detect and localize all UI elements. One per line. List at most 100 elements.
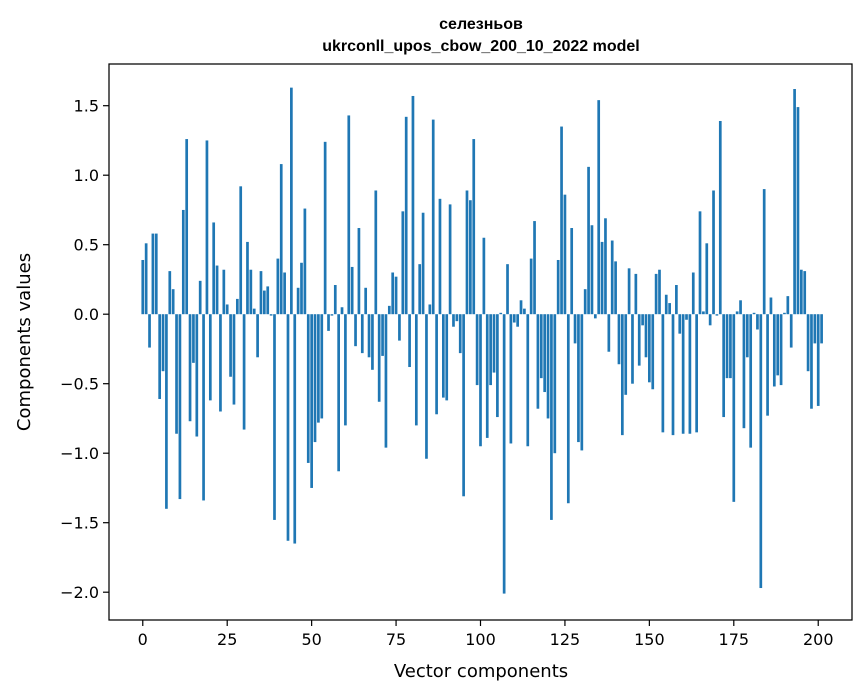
bar — [323, 141, 327, 315]
x-tick-label: 200 — [803, 630, 834, 649]
bar — [404, 116, 408, 315]
bar — [708, 314, 712, 326]
bar — [783, 312, 786, 315]
bar — [810, 314, 813, 409]
bar — [246, 241, 249, 315]
bar — [411, 95, 415, 315]
bar — [408, 314, 411, 368]
bar — [776, 314, 780, 376]
bar — [590, 225, 594, 315]
bar — [492, 314, 496, 373]
bar — [799, 269, 803, 315]
plot-frame — [108, 63, 853, 621]
bar — [499, 312, 503, 315]
y-tick-label: 1.5 — [74, 97, 99, 116]
bar — [705, 243, 709, 315]
bar — [556, 259, 560, 315]
bar — [340, 307, 344, 315]
bar — [374, 190, 378, 315]
bar — [759, 314, 763, 589]
bar — [181, 209, 185, 315]
bar — [749, 314, 753, 448]
bar — [529, 258, 533, 315]
bar — [317, 314, 320, 423]
bar — [178, 314, 182, 500]
y-tick-label: 0.5 — [74, 236, 99, 255]
bar — [344, 314, 347, 426]
bar — [242, 314, 246, 430]
bar — [512, 314, 516, 323]
bar — [141, 259, 145, 315]
bar — [479, 314, 482, 447]
bar — [252, 308, 256, 315]
bar — [742, 314, 746, 429]
bar — [546, 314, 550, 419]
bar — [702, 311, 705, 315]
y-tick-label: 0.0 — [74, 305, 99, 324]
bar — [239, 186, 243, 315]
bar — [198, 280, 202, 315]
y-tick-label: −2.0 — [60, 583, 99, 602]
bar — [387, 305, 391, 315]
bar — [485, 314, 489, 438]
bar — [290, 87, 293, 315]
y-axis-ticks: −2.0 −1.5 −1.0 −0.5 0.0 0.5 1.0 1.5 — [60, 97, 109, 602]
bar — [306, 314, 310, 463]
bar — [475, 314, 479, 386]
bar — [536, 314, 540, 409]
bar — [661, 314, 665, 433]
bar — [300, 262, 303, 315]
bar — [357, 228, 361, 315]
bar — [452, 314, 455, 327]
bar — [658, 269, 661, 315]
bar — [296, 287, 300, 315]
bar — [310, 314, 313, 488]
bar — [354, 314, 357, 347]
y-tick-label: −1.0 — [60, 444, 99, 463]
bar — [303, 208, 307, 315]
bar — [654, 273, 658, 315]
bar — [269, 314, 273, 316]
bar — [729, 314, 732, 379]
bar — [151, 233, 155, 315]
bar — [249, 269, 253, 315]
bar — [651, 314, 655, 390]
bar — [519, 300, 523, 315]
bar — [391, 272, 395, 315]
bar — [367, 314, 371, 358]
bar — [472, 139, 476, 315]
bar — [678, 314, 682, 334]
bars-group — [141, 87, 823, 594]
bar — [185, 139, 189, 315]
bar — [435, 314, 438, 415]
bar — [789, 314, 793, 348]
bar — [350, 266, 354, 315]
bar — [330, 314, 334, 316]
bar — [144, 243, 148, 315]
bar — [438, 198, 442, 315]
bar — [593, 314, 597, 319]
y-tick-label: 1.0 — [74, 166, 99, 185]
bar — [360, 314, 364, 354]
bar — [685, 314, 688, 320]
bar — [516, 314, 519, 327]
bar — [543, 314, 547, 393]
bar — [766, 314, 769, 416]
bar — [212, 222, 216, 315]
bar — [266, 286, 270, 315]
bar — [502, 314, 506, 594]
bar — [347, 115, 351, 315]
bar — [779, 314, 783, 386]
bar — [580, 314, 584, 451]
bar — [293, 314, 297, 544]
bar — [681, 314, 685, 434]
bar — [398, 314, 401, 341]
bar — [506, 264, 509, 315]
bar — [192, 314, 195, 363]
bar — [675, 285, 678, 315]
bar — [279, 164, 283, 315]
bar — [465, 190, 469, 315]
bar — [394, 276, 398, 315]
bar — [523, 308, 526, 315]
